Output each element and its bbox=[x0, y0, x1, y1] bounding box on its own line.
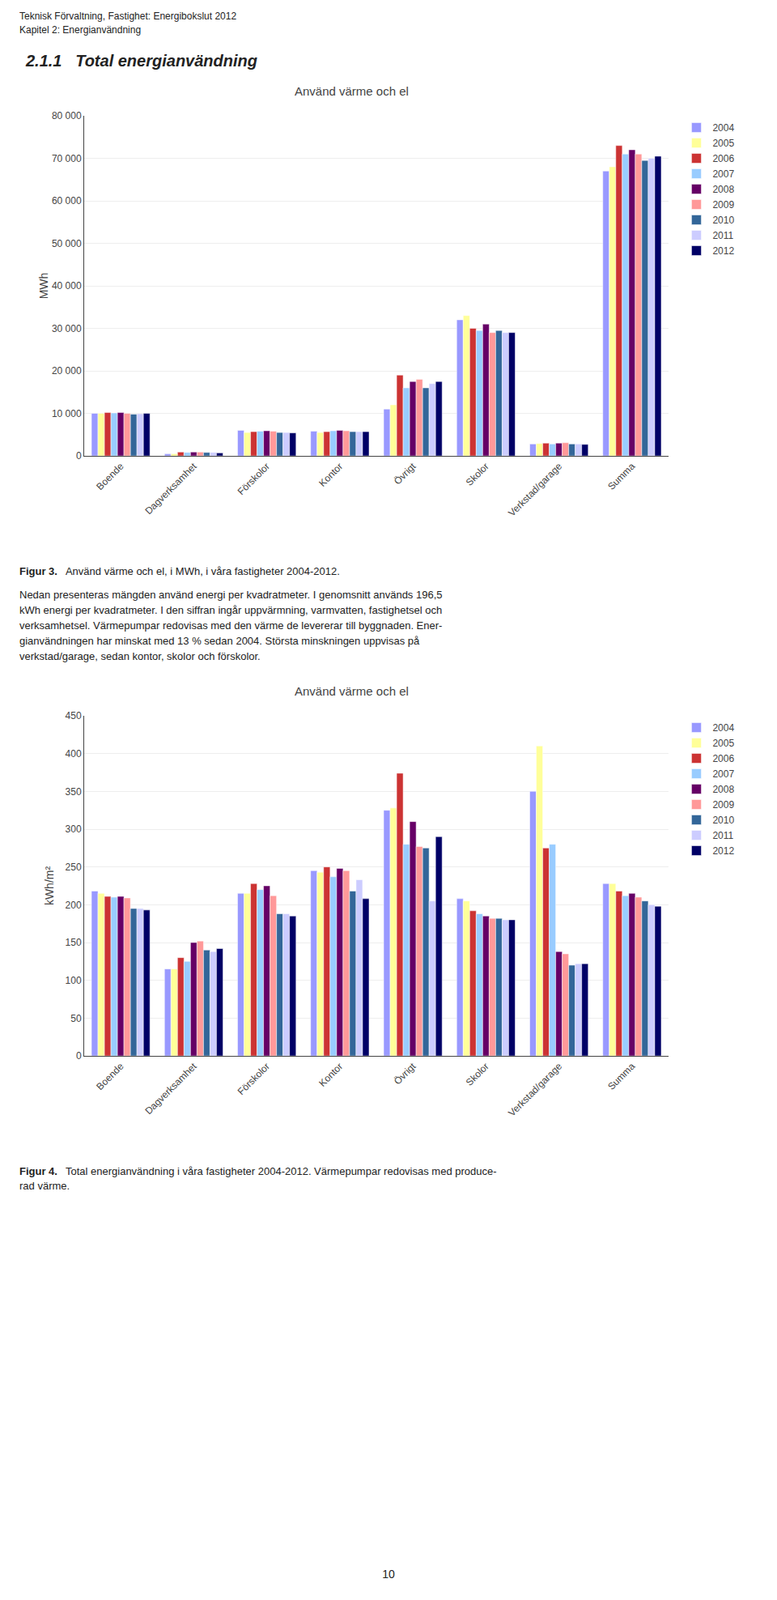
svg-text:Förskolor: Förskolor bbox=[235, 1060, 272, 1097]
svg-text:Använd värme och el: Använd värme och el bbox=[294, 84, 409, 98]
svg-text:2007: 2007 bbox=[712, 168, 735, 180]
svg-text:2007: 2007 bbox=[712, 768, 735, 780]
html-text:kWh energi per kvadratmeter. I: kWh energi per kvadratmeter. I den siffr… bbox=[19, 603, 443, 616]
svg-text:Dagverksamhet: Dagverksamhet bbox=[142, 459, 200, 517]
svg-text:2006: 2006 bbox=[712, 752, 735, 765]
html-text:rad värme.: rad värme. bbox=[19, 1179, 70, 1192]
svg-text:kWh/m²: kWh/m² bbox=[42, 866, 56, 906]
html-text:verksamhetsel. Värmepumpar red: verksamhetsel. Värmepumpar redovisas med… bbox=[19, 619, 443, 632]
svg-text:10 000: 10 000 bbox=[51, 407, 82, 420]
svg-text:150: 150 bbox=[65, 936, 82, 948]
svg-text:2012: 2012 bbox=[712, 844, 735, 857]
svg-text:40 000: 40 000 bbox=[51, 280, 82, 292]
svg-text:2011: 2011 bbox=[712, 229, 734, 242]
svg-text:60 000: 60 000 bbox=[51, 195, 82, 207]
html-text:Nedan presenteras mängden anvä: Nedan presenteras mängden använd energi … bbox=[19, 588, 443, 601]
svg-text:30 000: 30 000 bbox=[51, 322, 82, 335]
svg-text:2011: 2011 bbox=[712, 829, 734, 841]
svg-text:20 000: 20 000 bbox=[51, 365, 82, 377]
svg-text:2009: 2009 bbox=[712, 798, 735, 811]
svg-text:Förskolor: Förskolor bbox=[235, 460, 272, 497]
html-text:Figur 3.: Figur 3. bbox=[19, 564, 58, 578]
svg-text:400: 400 bbox=[65, 747, 82, 760]
svg-text:Boende: Boende bbox=[93, 460, 126, 493]
svg-text:2008: 2008 bbox=[712, 783, 735, 795]
svg-text:Kontor: Kontor bbox=[316, 1060, 345, 1089]
svg-text:Övrigt: Övrigt bbox=[391, 1059, 419, 1087]
svg-text:Kontor: Kontor bbox=[316, 460, 345, 489]
svg-text:2010: 2010 bbox=[712, 214, 735, 226]
svg-text:50 000: 50 000 bbox=[51, 237, 82, 250]
html-text:Använd värme och el, i MWh, i: Använd värme och el, i MWh, i våra fasti… bbox=[65, 564, 340, 578]
html-text:Kapitel 2: Energianvändning: Kapitel 2: Energianvändning bbox=[19, 24, 141, 36]
svg-text:Summa: Summa bbox=[605, 460, 637, 493]
svg-text:MWh: MWh bbox=[37, 272, 51, 300]
svg-text:0: 0 bbox=[76, 1049, 82, 1062]
svg-text:80 000: 80 000 bbox=[51, 110, 82, 122]
svg-text:Boende: Boende bbox=[93, 1060, 126, 1092]
svg-text:Verkstad/garage: Verkstad/garage bbox=[505, 460, 565, 519]
svg-text:0: 0 bbox=[76, 450, 82, 462]
svg-text:Skolor: Skolor bbox=[463, 460, 492, 489]
svg-text:Övrigt: Övrigt bbox=[391, 459, 419, 487]
svg-text:50: 50 bbox=[70, 1012, 82, 1024]
svg-text:250: 250 bbox=[65, 861, 82, 873]
svg-text:2010: 2010 bbox=[712, 814, 735, 826]
html-text:Total energianvändning i våra: Total energianvändning i våra fastighete… bbox=[65, 1164, 497, 1177]
svg-text:300: 300 bbox=[65, 823, 82, 835]
svg-text:Använd värme och el: Använd värme och el bbox=[294, 683, 409, 698]
svg-text:2005: 2005 bbox=[712, 737, 735, 749]
html-text:Teknisk Förvaltning, Fastighet: Teknisk Förvaltning, Fastighet: Energibo… bbox=[19, 10, 237, 22]
svg-text:Verkstad/garage: Verkstad/garage bbox=[505, 1060, 565, 1119]
html-text:2.1.1 Total energianvändning: 2.1.1 Total energianvändning bbox=[25, 51, 258, 70]
svg-text:Skolor: Skolor bbox=[463, 1060, 492, 1088]
svg-text:Summa: Summa bbox=[605, 1060, 637, 1092]
svg-text:2008: 2008 bbox=[712, 183, 735, 196]
svg-text:2009: 2009 bbox=[712, 199, 735, 211]
svg-text:2004: 2004 bbox=[712, 122, 735, 134]
svg-text:2006: 2006 bbox=[712, 152, 735, 165]
html-text:verkstad/garage, sedan kontor,: verkstad/garage, sedan kontor, skolor oc… bbox=[19, 649, 261, 663]
html-text:gianvändningen har minskat med: gianvändningen har minskat med 13 % seda… bbox=[19, 634, 420, 647]
svg-text:Dagverksamhet: Dagverksamhet bbox=[142, 1059, 200, 1117]
html-text:10: 10 bbox=[382, 1566, 395, 1580]
html-text:Figur 4.: Figur 4. bbox=[19, 1164, 58, 1177]
svg-text:450: 450 bbox=[65, 709, 82, 722]
svg-text:350: 350 bbox=[65, 785, 82, 798]
svg-text:100: 100 bbox=[65, 974, 82, 986]
svg-text:200: 200 bbox=[65, 899, 82, 911]
svg-text:2005: 2005 bbox=[712, 137, 735, 149]
svg-text:70 000: 70 000 bbox=[51, 152, 82, 165]
svg-text:2012: 2012 bbox=[712, 245, 735, 257]
svg-text:2004: 2004 bbox=[712, 721, 735, 734]
